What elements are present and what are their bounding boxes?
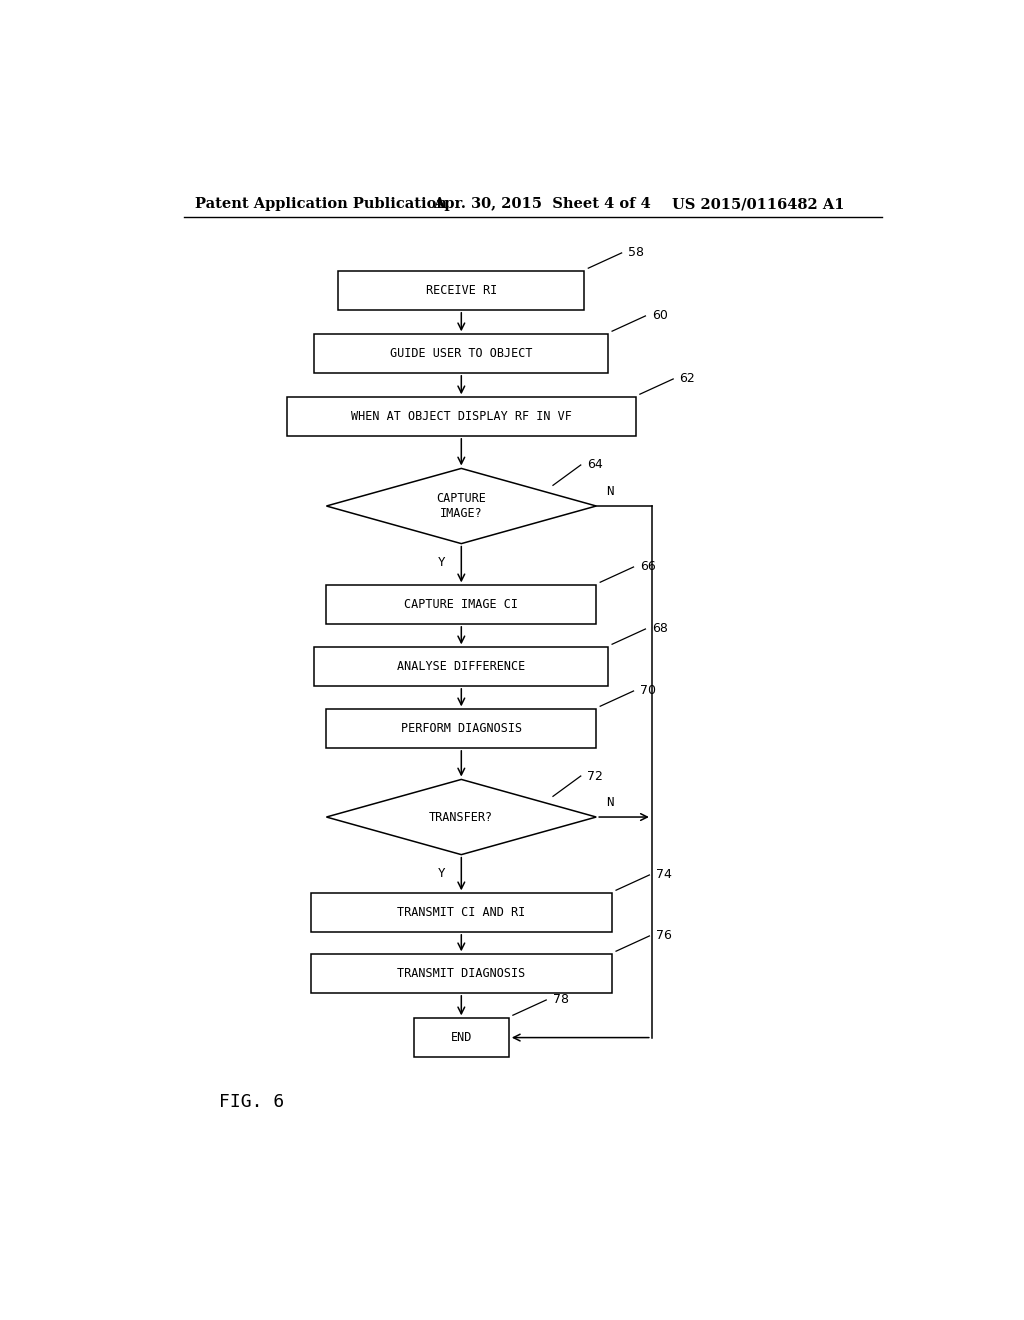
Text: TRANSMIT DIAGNOSIS: TRANSMIT DIAGNOSIS bbox=[397, 968, 525, 979]
Polygon shape bbox=[327, 469, 596, 544]
FancyBboxPatch shape bbox=[314, 647, 608, 686]
Text: TRANSMIT CI AND RI: TRANSMIT CI AND RI bbox=[397, 906, 525, 919]
Text: 60: 60 bbox=[652, 309, 668, 322]
Text: N: N bbox=[606, 796, 613, 809]
Text: 70: 70 bbox=[640, 685, 656, 697]
FancyBboxPatch shape bbox=[287, 397, 636, 436]
FancyBboxPatch shape bbox=[310, 954, 612, 993]
Text: N: N bbox=[606, 484, 613, 498]
Text: PERFORM DIAGNOSIS: PERFORM DIAGNOSIS bbox=[400, 722, 522, 735]
Text: END: END bbox=[451, 1031, 472, 1044]
Text: FIG. 6: FIG. 6 bbox=[219, 1093, 285, 1110]
Text: US 2015/0116482 A1: US 2015/0116482 A1 bbox=[672, 197, 844, 211]
Text: 76: 76 bbox=[655, 929, 672, 942]
FancyBboxPatch shape bbox=[327, 709, 596, 748]
Text: 58: 58 bbox=[628, 247, 644, 260]
Text: ANALYSE DIFFERENCE: ANALYSE DIFFERENCE bbox=[397, 660, 525, 673]
Text: CAPTURE
IMAGE?: CAPTURE IMAGE? bbox=[436, 492, 486, 520]
Text: Y: Y bbox=[437, 867, 445, 880]
FancyBboxPatch shape bbox=[314, 334, 608, 372]
Text: 62: 62 bbox=[680, 372, 695, 385]
FancyBboxPatch shape bbox=[338, 271, 585, 310]
Text: 68: 68 bbox=[652, 623, 668, 635]
FancyBboxPatch shape bbox=[327, 585, 596, 624]
Text: 66: 66 bbox=[640, 561, 655, 573]
Text: Apr. 30, 2015  Sheet 4 of 4: Apr. 30, 2015 Sheet 4 of 4 bbox=[433, 197, 651, 211]
FancyBboxPatch shape bbox=[310, 894, 612, 932]
FancyBboxPatch shape bbox=[414, 1018, 509, 1057]
Text: 64: 64 bbox=[587, 458, 603, 471]
Text: TRANSFER?: TRANSFER? bbox=[429, 810, 494, 824]
Text: RECEIVE RI: RECEIVE RI bbox=[426, 284, 497, 297]
Text: WHEN AT OBJECT DISPLAY RF IN VF: WHEN AT OBJECT DISPLAY RF IN VF bbox=[351, 411, 571, 424]
Text: Patent Application Publication: Patent Application Publication bbox=[196, 197, 447, 211]
Text: 72: 72 bbox=[587, 770, 603, 783]
Text: 74: 74 bbox=[655, 869, 672, 882]
Text: GUIDE USER TO OBJECT: GUIDE USER TO OBJECT bbox=[390, 347, 532, 360]
Text: Y: Y bbox=[437, 556, 445, 569]
Text: 78: 78 bbox=[553, 994, 568, 1006]
Text: CAPTURE IMAGE CI: CAPTURE IMAGE CI bbox=[404, 598, 518, 611]
Polygon shape bbox=[327, 779, 596, 854]
